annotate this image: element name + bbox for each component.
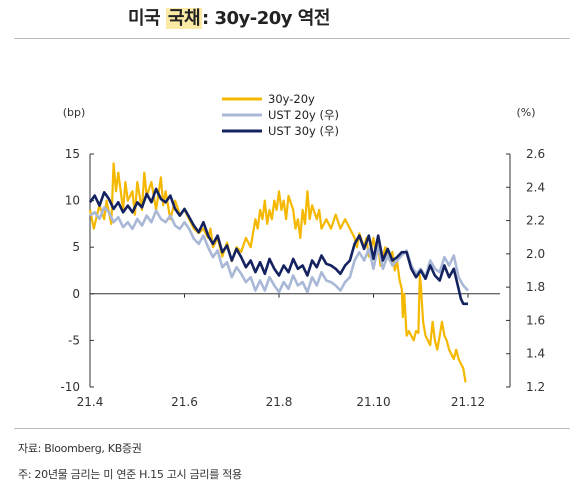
x-tick-label: 21.10: [356, 395, 390, 409]
left-tick-label: 15: [65, 147, 80, 161]
chart-lines: [88, 162, 469, 383]
x-tick-label: 21.6: [171, 395, 198, 409]
series-line-1: [89, 206, 469, 294]
x-tick-label: 21.12: [451, 395, 485, 409]
left-tick-label: 5: [72, 240, 80, 254]
legend-label-0: 30y-20y: [268, 92, 315, 106]
note-text: 주: 20년물 금리는 미 연준 H.15 고시 금리를 적용: [18, 468, 242, 481]
page-title: 미국 국채: 30y-20y 역전: [128, 4, 330, 30]
right-tick-label: 2.6: [526, 147, 545, 161]
right-tick-label: 1.2: [526, 380, 545, 394]
right-tick-label: 1.6: [526, 313, 545, 327]
x-tick-label: 21.8: [266, 395, 293, 409]
right-tick-label: 1.4: [526, 347, 545, 361]
right-axis-unit: (%): [516, 106, 535, 119]
title-highlight: 국채: [165, 8, 203, 29]
title-suffix: : 30y-20y 역전: [202, 8, 330, 29]
left-tick-label: 10: [65, 194, 80, 208]
title-prefix: 미국: [128, 8, 166, 29]
right-tick-label: 2.0: [526, 247, 545, 261]
right-tick-label: 2.4: [526, 180, 545, 194]
legend-label-1: UST 20y (우): [268, 108, 339, 122]
legend-label-2: UST 30y (우): [268, 124, 339, 138]
left-tick-label: 0: [72, 287, 80, 301]
x-tick-label: 21.4: [77, 395, 104, 409]
right-tick-label: 1.8: [526, 280, 545, 294]
chart-legend: 30y-20y UST 20y (우) UST 30y (우): [222, 92, 339, 138]
title-divider: [14, 38, 570, 39]
yield-chart: (bp) (%) 15 10 5 0 -5 -10 2.6 2.4 2.2 2.0 1.8 1.6 1.4 1…: [60, 92, 545, 409]
series-line-2: [88, 187, 468, 306]
left-tick-label: -10: [60, 380, 80, 394]
right-tick-label: 2.2: [526, 214, 545, 228]
left-axis-unit: (bp): [63, 106, 86, 119]
chart-axes: (bp) (%) 15 10 5 0 -5 -10 2.6 2.4 2.2 2.0 1.8 1.6 1.4 1…: [60, 106, 545, 409]
footer-divider: [14, 428, 570, 429]
source-text: 자료: Bloomberg, KB증권: [18, 442, 142, 455]
series-line-0: [88, 162, 467, 383]
left-tick-label: -5: [68, 333, 80, 347]
